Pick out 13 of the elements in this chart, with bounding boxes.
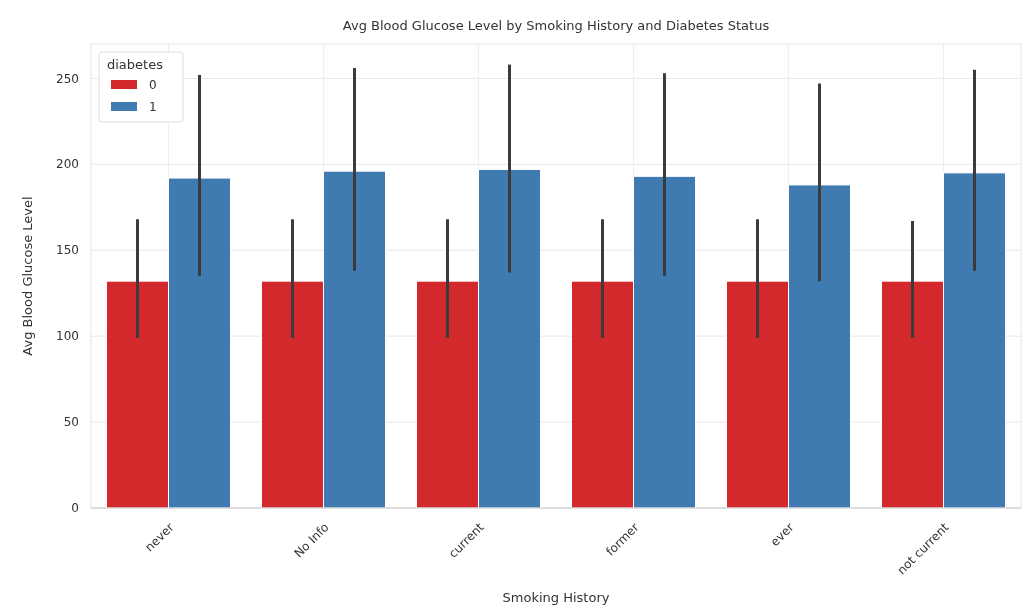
legend-label: 0 — [149, 78, 157, 93]
y-tick-label: 0 — [71, 501, 79, 516]
y-tick-label: 200 — [56, 157, 79, 172]
y-tick-label: 100 — [56, 329, 79, 344]
legend-label: 1 — [149, 100, 157, 115]
x-tick-label: No Info — [291, 520, 332, 561]
x-axis-title: Smoking History — [502, 590, 610, 605]
legend-title: diabetes — [107, 57, 164, 72]
y-tick-label: 250 — [56, 71, 79, 86]
y-tick-label: 50 — [63, 415, 79, 430]
y-tick-label: 150 — [56, 243, 79, 258]
chart-title: Avg Blood Glucose Level by Smoking History and Diabetes Status — [342, 18, 770, 33]
y-axis-title: Avg Blood Glucose Level — [20, 196, 35, 356]
